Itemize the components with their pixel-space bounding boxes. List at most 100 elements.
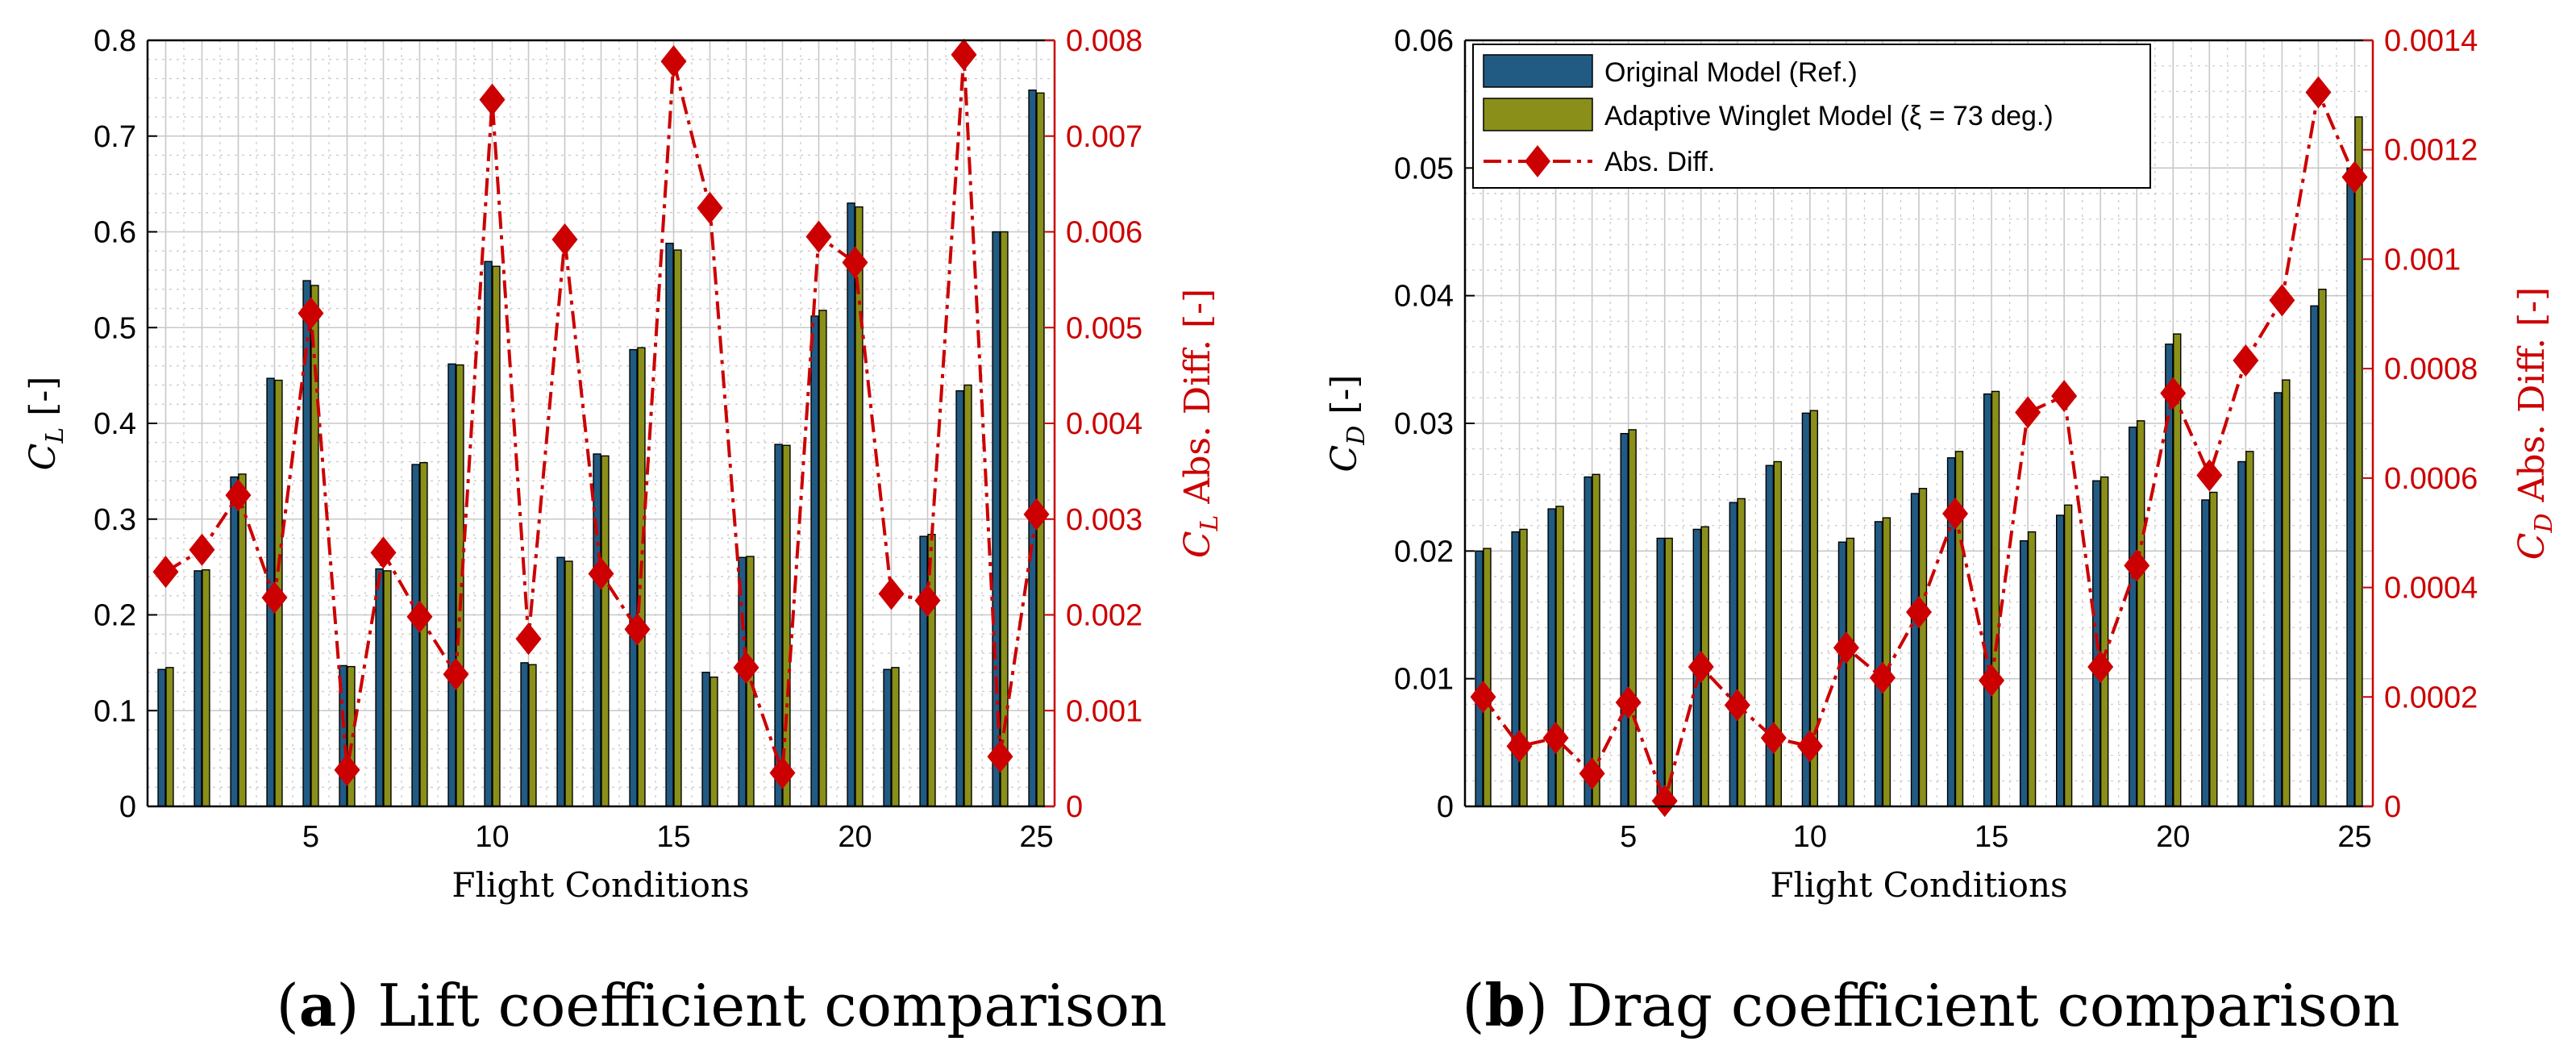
bar-ref <box>484 260 493 807</box>
y-axis-right-label-drag-text: Abs. Diff. [-] <box>2511 287 2553 503</box>
caption-lift-letter: a <box>299 971 337 1039</box>
y-right-tick-label: 0.004 <box>1066 407 1142 441</box>
y-right-tick-label: 0.006 <box>1066 216 1142 250</box>
bar-ref <box>629 348 638 807</box>
bar-winglet <box>1846 537 1855 807</box>
x-tick-label: 20 <box>2156 820 2190 854</box>
bar-winglet <box>2027 531 2037 807</box>
diff-marker <box>551 223 578 256</box>
bars-drag <box>1475 116 2363 807</box>
diff-marker <box>2087 650 2114 683</box>
bar-ref <box>665 243 674 807</box>
y-tick-label: 0.02 <box>1394 535 1454 568</box>
panel-drag: 0 0.01 0.02 0.03 0.04 0.05 0.06 0 0.0002 0.0004 0.… <box>1324 24 2558 1039</box>
legend-label-diff: Abs. Diff. <box>1604 147 1715 177</box>
bar-winglet <box>528 664 537 807</box>
diff-marker <box>1579 757 1605 790</box>
bar-ref <box>2346 167 2355 807</box>
legend-label-winglet: Adaptive Winglet Model (ξ = 73 deg.) <box>1604 101 2054 131</box>
bar-ref <box>556 556 565 807</box>
bar-ref <box>447 363 456 807</box>
y-right-tick-label: 0 <box>2384 790 2401 824</box>
diff-marker <box>479 83 506 116</box>
bar-winglet <box>891 667 900 807</box>
bar-winglet <box>1737 498 1746 807</box>
legend-swatch-winglet <box>1483 98 1593 131</box>
diff-marker <box>406 600 433 633</box>
y-axis-right-label-lift: CL Abs. Diff. [-] <box>1177 289 1224 558</box>
bar-winglet <box>1036 92 1045 807</box>
caption-lift: (a) Lift coefficient comparison <box>277 971 1167 1039</box>
y-tick-label: 0.06 <box>1394 24 1454 58</box>
y-right-tick-label: 0.008 <box>1066 24 1142 58</box>
diff-marker <box>1506 730 1533 763</box>
diff-marker <box>1906 596 1932 629</box>
diff-marker <box>1796 730 1823 763</box>
caption-drag: (b) Drag coefficient comparison <box>1462 971 2399 1039</box>
diff-marker <box>1651 785 1678 818</box>
y-axis-label-lift-unit: [-] <box>23 377 64 416</box>
y-right-tick-label: 0.0004 <box>2384 572 2478 606</box>
bar-winglet <box>492 265 501 807</box>
y-tick-label: 0.6 <box>94 216 136 250</box>
caption-lift-text: Lift coefficient comparison <box>377 972 1167 1039</box>
y-axis-right-label-lift-subscript: L <box>1196 515 1224 532</box>
bar-winglet <box>2136 420 2145 807</box>
bar-winglet <box>2282 379 2291 807</box>
diff-marker <box>152 556 179 589</box>
diff-marker <box>2051 380 2078 413</box>
diff-marker <box>1688 650 1714 683</box>
diff-marker <box>1542 722 1569 755</box>
bar-winglet <box>1555 506 1564 807</box>
bar-ref <box>1475 550 1484 807</box>
bar-winglet <box>564 560 573 807</box>
bar-ref <box>1583 476 1592 807</box>
bar-ref <box>1765 464 1775 807</box>
diff-marker <box>1833 631 1859 664</box>
y-right-tick-label: 0.003 <box>1066 503 1142 537</box>
bar-winglet <box>2063 504 2073 807</box>
bar-ref <box>1656 537 1665 807</box>
diff-marker <box>515 623 542 656</box>
bar-ref <box>701 672 710 807</box>
bar-winglet <box>1773 460 1782 807</box>
diff-marker <box>769 756 796 789</box>
y-right-tick-label: 0.001 <box>2384 243 2461 277</box>
y-right-tick-label: 0.007 <box>1066 120 1142 154</box>
bar-ref <box>1028 90 1037 807</box>
y-tick-label: 0.3 <box>94 503 136 537</box>
y-right-tick-label: 0.0008 <box>2384 352 2478 386</box>
x-tick-label: 15 <box>656 820 690 854</box>
diff-marker <box>370 536 397 569</box>
y-right-tick-label: 0.0012 <box>2384 134 2478 168</box>
diff-marker <box>660 45 687 78</box>
bar-winglet <box>927 534 936 807</box>
x-tick-label: 5 <box>302 820 319 854</box>
bar-ref <box>520 662 529 807</box>
diff-marker <box>697 191 723 224</box>
bar-winglet <box>1519 528 1528 807</box>
bar-ref <box>955 389 964 807</box>
bar-ref <box>157 668 166 807</box>
bar-winglet <box>963 384 972 807</box>
bar-ref <box>2056 514 2065 807</box>
diff-marker <box>1023 498 1050 531</box>
bar-winglet <box>383 570 392 807</box>
y-tick-label: 0.05 <box>1394 152 1454 185</box>
bar-ref <box>919 535 928 807</box>
diff-marker <box>624 613 651 646</box>
diff-line-drag <box>1470 76 2368 818</box>
bar-winglet <box>165 667 174 807</box>
bar-winglet <box>2245 451 2254 807</box>
bar-ref <box>2129 427 2137 807</box>
bar-winglet <box>1664 537 1673 807</box>
diff-marker <box>334 753 360 786</box>
bar-winglet <box>710 676 718 807</box>
legend-diff-marker-icon <box>1525 145 1550 177</box>
diff-marker <box>2269 284 2295 317</box>
y-tick-label: 0.5 <box>94 311 136 345</box>
diff-marker <box>733 651 759 684</box>
diff-marker <box>2196 459 2223 492</box>
bar-winglet <box>1592 473 1600 807</box>
